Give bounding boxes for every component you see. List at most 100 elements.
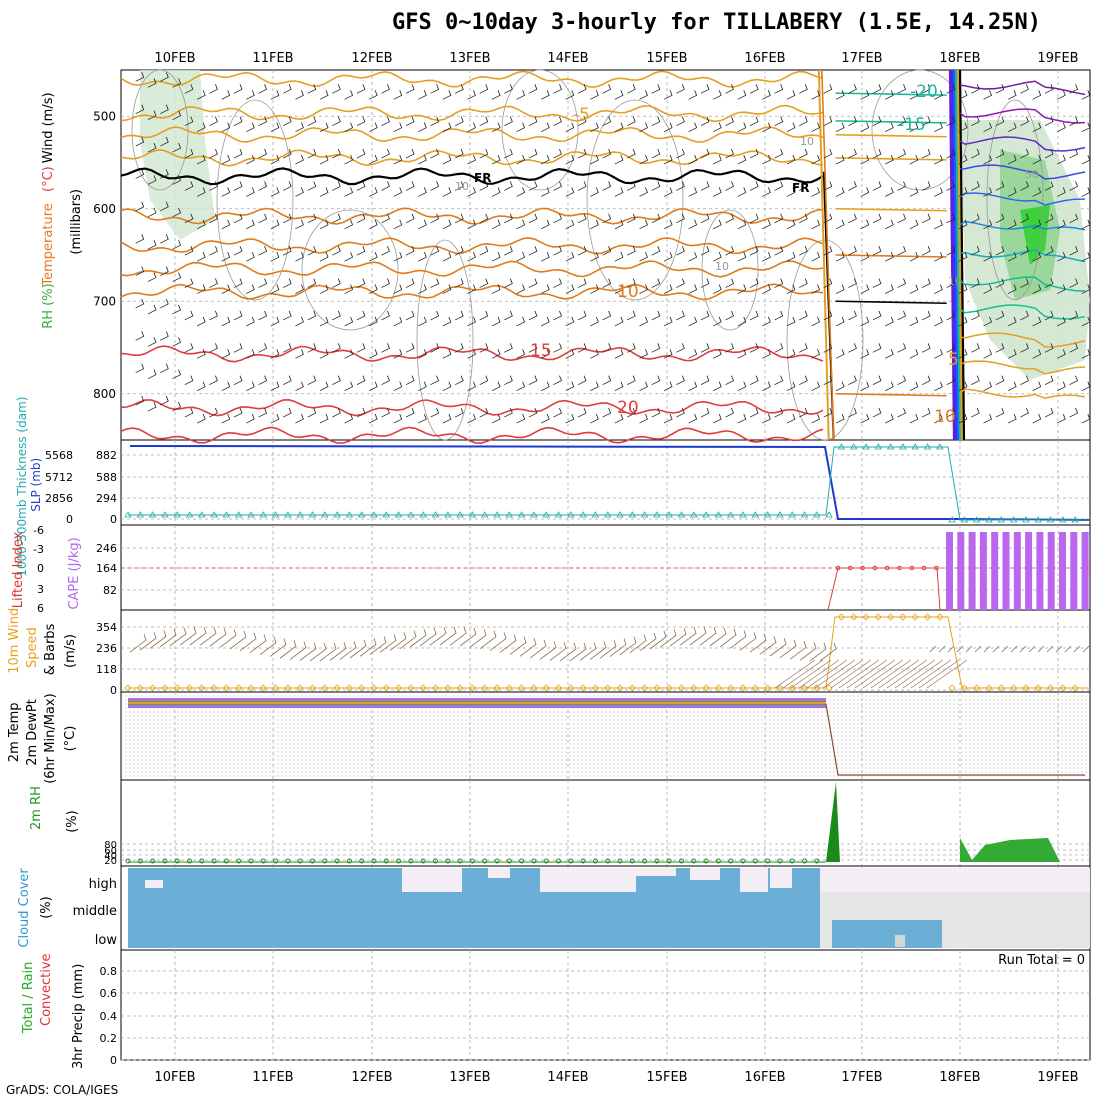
wind-barb bbox=[700, 213, 710, 224]
rh-marker bbox=[691, 858, 697, 864]
wind-barb bbox=[393, 284, 403, 294]
wind-barb bbox=[553, 278, 562, 288]
wind-barb bbox=[196, 316, 206, 327]
wind-barb bbox=[307, 213, 317, 224]
wind-barb bbox=[946, 407, 956, 418]
wind-barb-10m bbox=[249, 634, 267, 654]
thickness-marker bbox=[148, 511, 157, 518]
wind-barb bbox=[491, 381, 501, 392]
thickness-marker bbox=[849, 443, 858, 450]
thickness-marker bbox=[505, 511, 514, 518]
wind-barb bbox=[1007, 413, 1017, 424]
wind-speed-marker bbox=[542, 684, 550, 692]
axis-title: & Barbs bbox=[43, 623, 58, 675]
wind-barb bbox=[823, 278, 833, 288]
rh-marker bbox=[396, 858, 402, 864]
isotherm-late bbox=[959, 108, 1086, 124]
wind-barb bbox=[1032, 252, 1042, 262]
axis-title-part: (%) bbox=[65, 810, 80, 833]
wind-barb bbox=[885, 381, 894, 392]
wind-barb bbox=[540, 187, 550, 197]
isotherm-post bbox=[835, 92, 947, 96]
wind-barb bbox=[160, 234, 169, 244]
wind-speed-marker bbox=[345, 684, 353, 692]
wind-barb bbox=[454, 407, 464, 418]
wind-barb bbox=[934, 413, 943, 424]
wind-barb bbox=[860, 284, 870, 294]
cape-bar bbox=[957, 532, 965, 610]
rh-marker bbox=[802, 858, 807, 864]
wind-barb bbox=[749, 278, 759, 288]
wind-barb-10m bbox=[499, 634, 517, 653]
wind-barb bbox=[737, 122, 747, 133]
wind-barb-10m bbox=[519, 638, 537, 657]
wind-barb bbox=[368, 90, 378, 100]
precip-tick-label: 0.6 bbox=[100, 987, 118, 1000]
wind-barb-10m bbox=[149, 630, 167, 649]
wind-barb bbox=[1007, 187, 1017, 197]
thickness-marker bbox=[985, 516, 993, 523]
isotherm-post bbox=[835, 157, 947, 161]
wind-barb bbox=[442, 154, 452, 165]
wind-barb bbox=[307, 375, 317, 386]
wind-barb bbox=[1081, 349, 1091, 359]
wind-barb bbox=[295, 381, 304, 392]
wind-speed-marker bbox=[530, 684, 538, 692]
wind-barb bbox=[221, 219, 231, 230]
wind-barb bbox=[430, 310, 440, 321]
wind-barb bbox=[639, 284, 648, 294]
x-tick-label-top: 11FEB bbox=[252, 51, 293, 66]
wind-barb-10m bbox=[639, 632, 657, 652]
wind-barb bbox=[799, 213, 808, 224]
thickness-marker bbox=[665, 511, 673, 518]
wind-barb bbox=[184, 407, 194, 418]
wind-barb bbox=[983, 413, 993, 424]
wind-barb bbox=[196, 154, 206, 165]
wind-barb bbox=[688, 252, 698, 262]
thickness-marker bbox=[419, 511, 427, 518]
rh-marker bbox=[408, 858, 414, 864]
wind-barb bbox=[946, 246, 956, 256]
wind-barb bbox=[479, 213, 489, 224]
wind-barb bbox=[995, 181, 1005, 191]
wind-speed-marker bbox=[554, 684, 563, 692]
wind-barb bbox=[393, 349, 403, 359]
li-line bbox=[827, 567, 941, 611]
cloud-fill bbox=[128, 868, 820, 948]
wind-barb bbox=[676, 116, 685, 127]
wind-speed-marker bbox=[358, 684, 366, 692]
wind-barb bbox=[651, 343, 661, 353]
thickness-line bbox=[128, 446, 1090, 521]
wind-barb bbox=[860, 252, 870, 262]
wind-barb bbox=[454, 246, 464, 256]
wind-barb bbox=[1032, 316, 1042, 327]
wind-barb bbox=[651, 116, 661, 127]
wind-barb bbox=[663, 187, 673, 197]
wind-barb bbox=[221, 284, 231, 294]
wind-barb bbox=[897, 84, 907, 94]
wind-barb-10m bbox=[309, 642, 327, 662]
wind-barb bbox=[835, 122, 845, 133]
wind-speed-marker bbox=[149, 684, 157, 692]
rh-marker bbox=[346, 858, 352, 864]
wind-barb bbox=[725, 278, 734, 288]
thickness-marker bbox=[210, 511, 218, 518]
wind-barb bbox=[688, 187, 698, 197]
wind-barb bbox=[172, 401, 182, 412]
wind-barb bbox=[246, 349, 255, 359]
wind-barb bbox=[934, 316, 943, 327]
wind-barb bbox=[221, 122, 231, 133]
wind-barb-10m bbox=[862, 659, 904, 689]
li-marker bbox=[909, 565, 915, 571]
wind-barb bbox=[602, 213, 612, 224]
wind-barb bbox=[848, 148, 857, 159]
wind-barb bbox=[246, 381, 255, 392]
rh-marker bbox=[150, 858, 156, 864]
wind-barb bbox=[971, 246, 980, 256]
wind-barb bbox=[614, 413, 624, 424]
wind-barb bbox=[639, 252, 648, 262]
rh-marker bbox=[433, 858, 438, 864]
wind-barb bbox=[749, 213, 759, 224]
axis-title-part: CAPE (J/kg) bbox=[67, 537, 82, 609]
wind-barb bbox=[504, 278, 513, 288]
